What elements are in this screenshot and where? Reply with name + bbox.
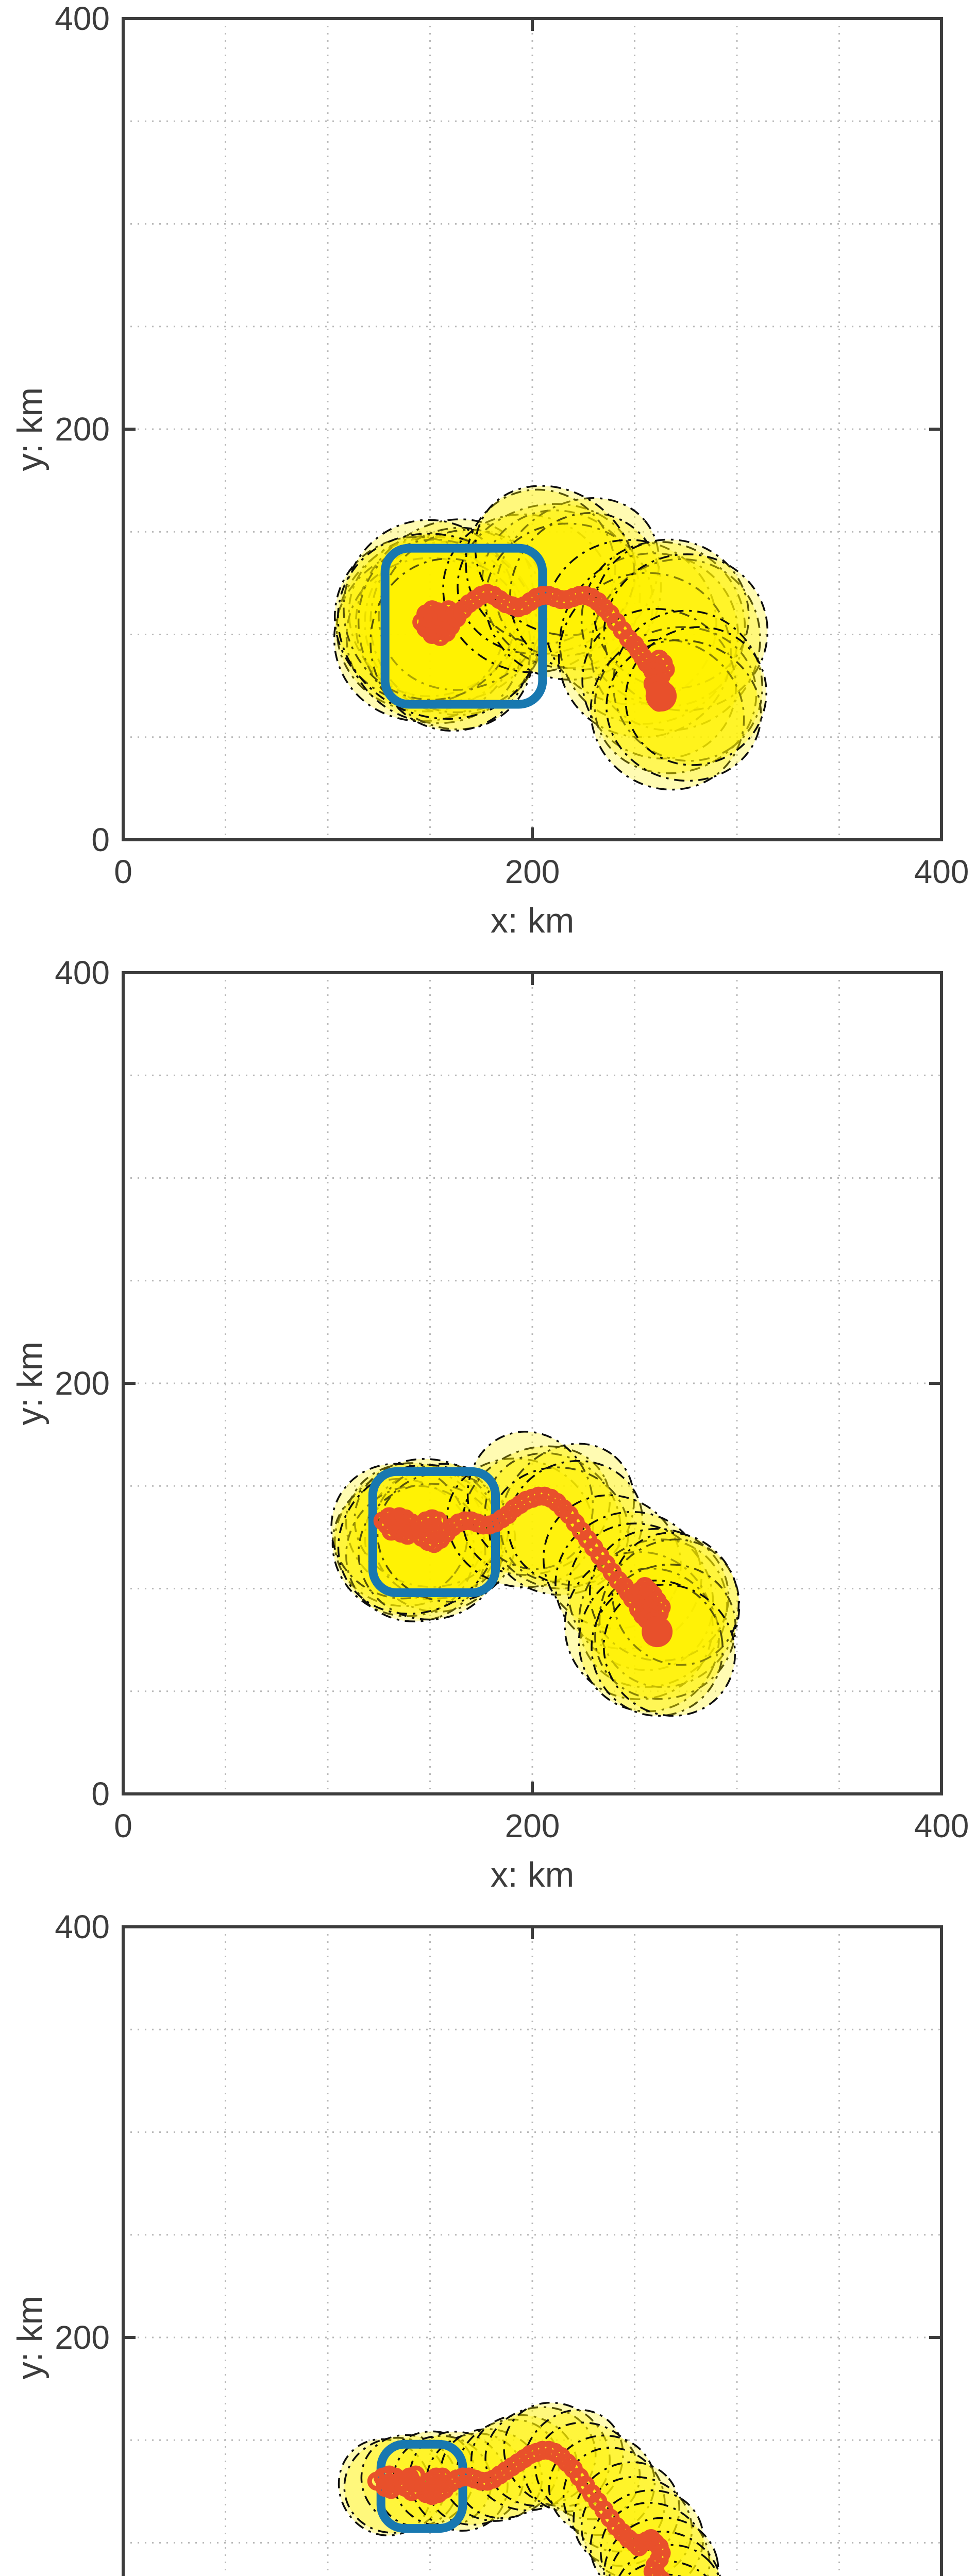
uncertainty-ellipse xyxy=(612,609,764,762)
tick-labels: 0 200 400 0 200 400 xyxy=(55,954,969,1844)
x-tick-label: 0 xyxy=(114,853,132,890)
y-tick-label: 200 xyxy=(55,411,110,448)
final-position-marker xyxy=(646,681,677,712)
y-tick-label: 400 xyxy=(55,954,110,991)
y-tick-label: 400 xyxy=(55,1908,110,1945)
tick-labels: 0 200 400 0 200 400 xyxy=(55,0,969,890)
y-tick-label: 400 xyxy=(55,0,110,37)
search-region-box xyxy=(380,544,547,709)
uncertainty-ellipse xyxy=(609,2560,726,2576)
uncertainty-ellipse xyxy=(611,2544,724,2576)
y-tick-label: 0 xyxy=(91,821,110,858)
y-tick-label: 200 xyxy=(55,2319,110,2356)
trajectory-marker-group xyxy=(367,2441,671,2576)
x-tick-label: 200 xyxy=(505,853,560,890)
plot-canvas-1: 0 200 400 0 200 400 xyxy=(55,0,969,890)
axis-ticks xyxy=(122,17,943,841)
subplot-2: 0 200 400 0 200 400 x: km y: km xyxy=(0,954,975,1908)
trajectory-marker xyxy=(652,2570,670,2576)
x-tick-label: 0 xyxy=(114,1807,132,1844)
x-axis-label: x: km xyxy=(490,1855,575,1894)
trajectory-marker xyxy=(418,608,438,628)
subplot-1: 0 200 400 0 200 400 x: km y: km xyxy=(0,0,975,954)
y-axis-label: y: km xyxy=(10,387,49,471)
y-tick-label: 200 xyxy=(55,1365,110,1402)
y-axis-label: y: km xyxy=(10,1341,49,1426)
uncertainty-ellipse xyxy=(590,638,745,791)
plot-canvas-2: 0 200 400 0 200 400 xyxy=(55,954,969,1844)
x-tick-label: 400 xyxy=(914,1807,969,1844)
final-position-marker xyxy=(642,1616,673,1648)
uncertainty-ellipse-group xyxy=(333,485,769,791)
minor-grid xyxy=(123,973,942,1794)
x-tick-label: 200 xyxy=(505,1807,560,1844)
y-axis-label: y: km xyxy=(10,2295,49,2380)
trajectory-marker-group xyxy=(412,584,675,712)
y-tick-label: 0 xyxy=(91,1775,110,1812)
axis-ticks xyxy=(122,971,943,1795)
uncertainty-ellipse xyxy=(590,558,761,732)
x-tick-label: 400 xyxy=(914,853,969,890)
uncertainty-ellipse xyxy=(544,539,717,705)
x-axis-label: x: km xyxy=(490,901,575,940)
minor-grid xyxy=(123,19,942,840)
uncertainty-ellipse xyxy=(608,2530,723,2576)
axis-ticks xyxy=(122,1925,943,2339)
